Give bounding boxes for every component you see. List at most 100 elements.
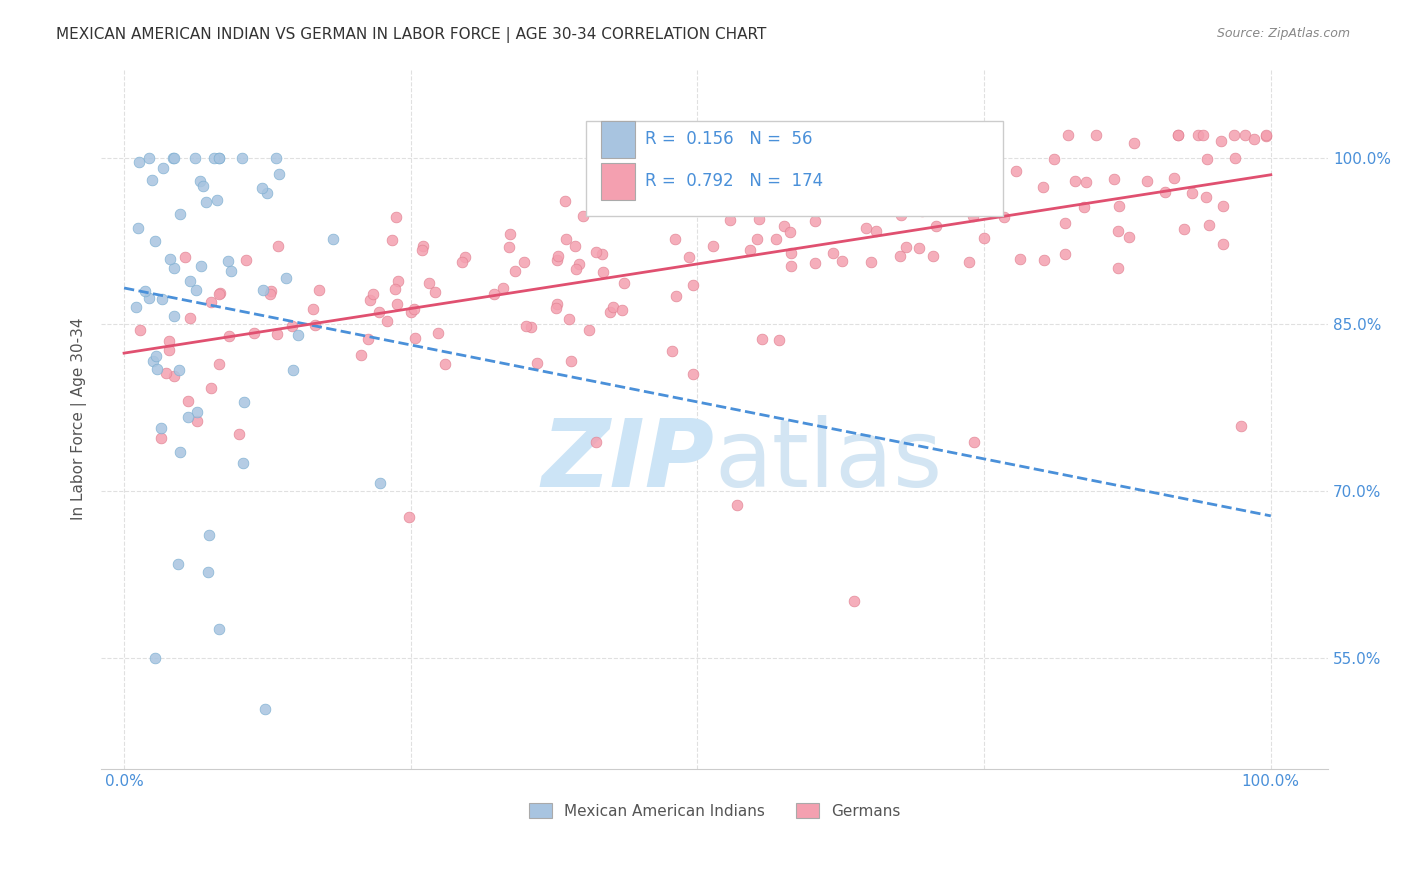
Text: R =  0.792   N =  174: R = 0.792 N = 174 [645,171,823,190]
Point [860,255,883,269]
Point [1154,185,1177,199]
Point [167,558,190,572]
Point [155,366,177,380]
Point [174,250,197,264]
Point [200,295,222,310]
Point [191,179,214,194]
Point [243,326,266,340]
Point [254,701,277,715]
Point [450,255,472,269]
Point [186,284,208,298]
Point [585,244,607,259]
Point [1181,186,1204,200]
Point [678,250,700,264]
Point [359,293,381,307]
Point [1173,221,1195,235]
Point [963,434,986,449]
Point [384,282,406,296]
Point [1163,171,1185,186]
Point [217,253,239,268]
Point [865,223,887,237]
Point [558,312,581,326]
Point [375,313,398,327]
Point [922,250,945,264]
Point [177,393,200,408]
Point [1118,230,1140,244]
Point [613,277,636,291]
Point [207,622,229,636]
Point [163,309,186,323]
Point [370,476,392,491]
Point [143,235,166,249]
Point [770,200,793,214]
Point [231,151,253,165]
Point [738,244,761,258]
Point [308,283,330,297]
Point [124,300,146,314]
Point [1195,152,1218,166]
Point [568,257,591,271]
Point [163,369,186,384]
Text: MEXICAN AMERICAN INDIAN VS GERMAN IN LABOR FORCE | AGE 30-34 CORRELATION CHART: MEXICAN AMERICAN INDIAN VS GERMAN IN LAB… [56,27,766,43]
Point [1254,128,1277,143]
Point [756,195,779,210]
Point [259,286,281,301]
Point [1053,216,1076,230]
Point [1223,152,1246,166]
Point [602,300,624,314]
Point [821,246,844,260]
Point [901,128,924,143]
Point [404,331,426,345]
Point [921,156,943,170]
Point [252,283,274,297]
Point [779,260,801,274]
Point [228,427,250,442]
Point [564,239,586,253]
Point [162,151,184,165]
Point [718,213,741,227]
Point [661,344,683,359]
Point [1167,128,1189,143]
Point [664,231,686,245]
Point [682,278,704,293]
Point [957,148,980,162]
Point [792,192,814,206]
Point [894,189,917,203]
Point [159,252,181,266]
Point [186,404,208,418]
Text: Source: ZipAtlas.com: Source: ZipAtlas.com [1216,27,1350,40]
Point [208,286,231,301]
Point [831,253,853,268]
Point [682,368,704,382]
Point [907,241,929,255]
Point [200,381,222,395]
Point [186,414,208,428]
Point [427,326,450,340]
Point [418,277,440,291]
Point [357,332,380,346]
Point [1136,174,1159,188]
Point [745,232,768,246]
Point [157,334,180,348]
Point [163,261,186,276]
Point [138,291,160,305]
Point [547,249,569,263]
Point [725,498,748,512]
Point [1191,128,1213,143]
Point [1008,252,1031,267]
Point [184,151,207,165]
Text: R =  0.156   N =  56: R = 0.156 N = 56 [645,129,813,147]
Point [385,211,408,225]
Point [208,286,231,301]
Point [218,329,240,343]
Point [952,128,974,143]
Point [177,410,200,425]
Point [143,651,166,665]
Point [163,151,186,165]
Point [498,239,520,253]
Point [748,212,770,227]
Point [666,179,689,194]
Point [281,363,304,377]
Point [179,310,201,325]
Point [266,239,288,253]
